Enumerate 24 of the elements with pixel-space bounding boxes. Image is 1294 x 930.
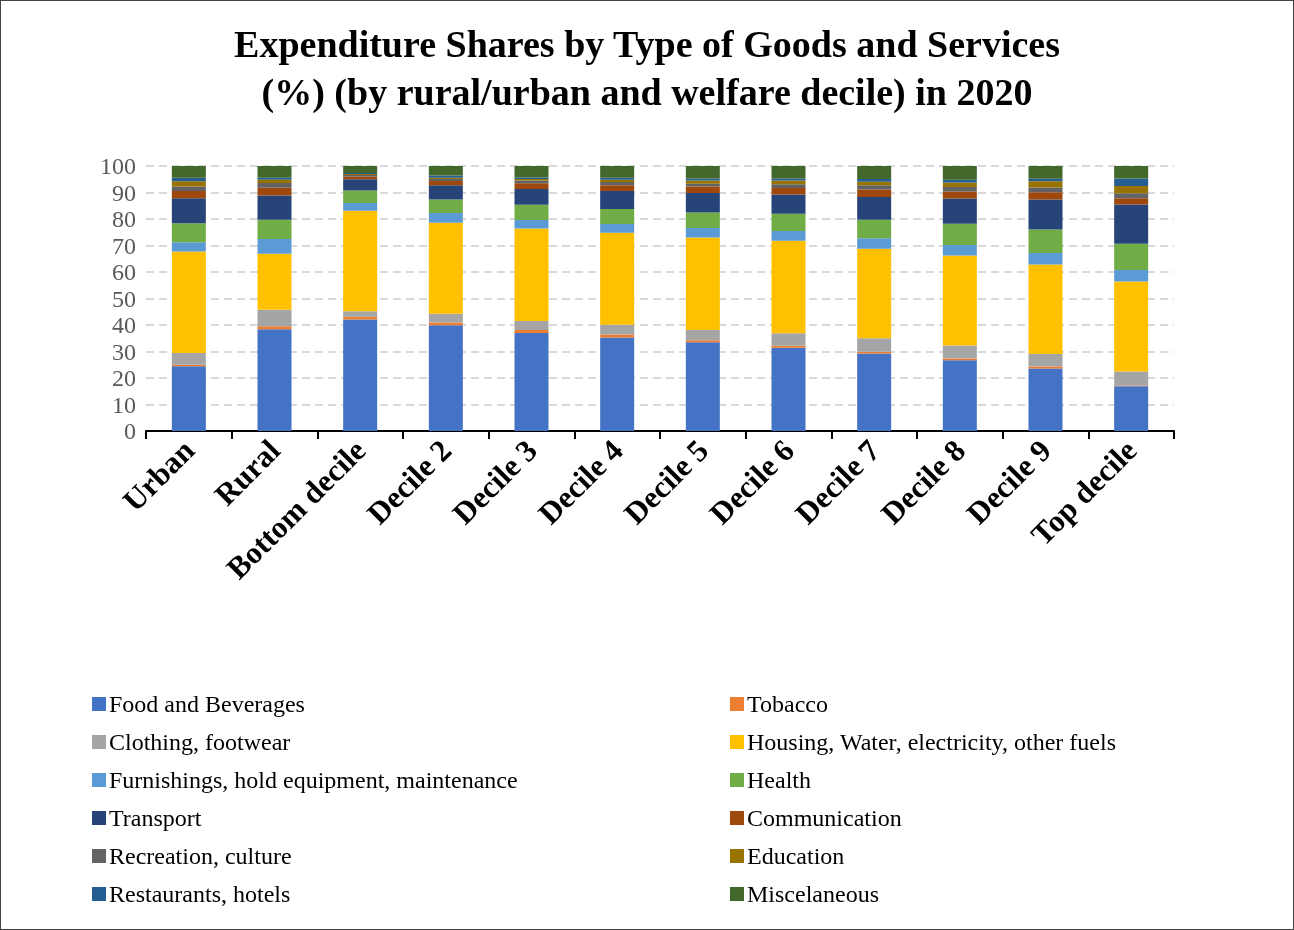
y-tick-label: 0 — [124, 418, 136, 444]
chart-title: Expenditure Shares by Type of Goods and Services (%) (by rural/urban and welfare decile) in 2020 — [234, 23, 1060, 114]
y-tick-label: 70 — [112, 232, 136, 259]
legend-label: Education — [747, 843, 845, 869]
y-tick-label: 30 — [112, 338, 136, 365]
y-tick-label: 40 — [112, 312, 136, 338]
y-tick-label: 60 — [112, 259, 136, 285]
legend-label: Communication — [747, 805, 902, 831]
y-tick-label: 90 — [112, 179, 136, 206]
legend-label: Furnishings, hold equipment, maintenance — [109, 767, 518, 793]
legend-label: Recreation, culture — [109, 843, 292, 869]
y-tick-label: 80 — [112, 206, 136, 232]
legend-label: Tobacco — [747, 691, 828, 717]
y-tick-label: 10 — [112, 391, 136, 418]
legend-label: Transport — [109, 805, 202, 831]
y-tick-label: 50 — [112, 285, 136, 312]
y-tick-label: 100 — [100, 153, 136, 179]
y-tick-label: 20 — [112, 365, 136, 391]
legend-label: Food and Beverages — [109, 691, 305, 717]
legend-label: Housing, Water, electricity, other fuels — [747, 729, 1116, 755]
legend-label: Health — [747, 767, 811, 793]
legend-label: Clothing, footwear — [109, 729, 291, 755]
legend-label: Restaurants, hotels — [109, 881, 291, 907]
legend-label: Miscelaneous — [747, 881, 879, 907]
